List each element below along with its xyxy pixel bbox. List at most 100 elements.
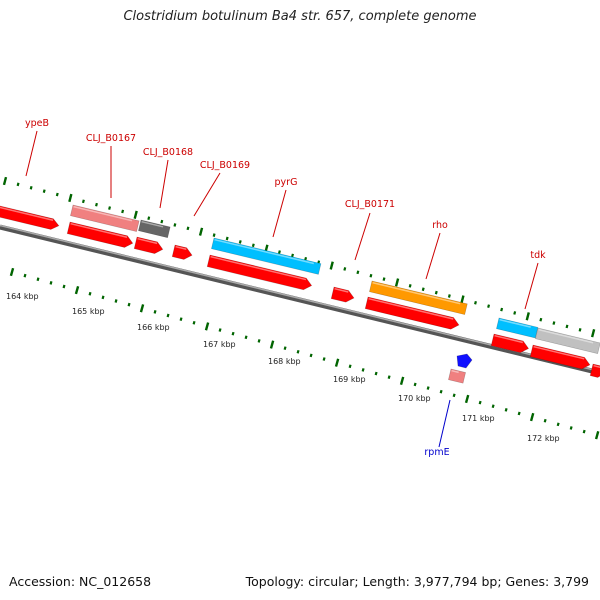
minor-tick xyxy=(369,273,373,278)
minor-tick xyxy=(114,299,118,303)
cds-arrow-2[interactable] xyxy=(133,236,164,255)
kbp-label: 172 kbp xyxy=(527,434,560,443)
minor-tick xyxy=(452,393,456,398)
minor-tick xyxy=(434,290,438,295)
cds-arrow-8[interactable] xyxy=(529,344,591,371)
minor-tick xyxy=(487,304,491,308)
gene-label-ypeb[interactable]: ypeB xyxy=(25,118,49,129)
minor-tick xyxy=(322,357,326,361)
minor-tick xyxy=(29,185,33,190)
gene-leader-line xyxy=(425,232,441,280)
major-tick xyxy=(525,312,530,321)
gene-label-clj_b0167[interactable]: CLJ_B0167 xyxy=(86,133,136,144)
minor-tick xyxy=(539,317,543,322)
minor-tick xyxy=(147,216,151,221)
minor-tick xyxy=(474,300,477,305)
minor-tick xyxy=(81,199,85,204)
minor-tick xyxy=(291,253,294,258)
minor-tick xyxy=(565,324,569,329)
genome-summary: Topology: circular; Length: 3,977,794 bp… xyxy=(245,574,589,589)
minor-tick xyxy=(49,281,53,285)
blue-gene-feature[interactable] xyxy=(456,353,473,369)
minor-tick xyxy=(382,277,386,281)
minor-tick xyxy=(127,302,131,307)
gene-light-gray-feature[interactable] xyxy=(535,327,600,354)
cds-arrow-9[interactable] xyxy=(589,363,600,379)
minor-tick xyxy=(491,404,495,409)
gene-leader-line xyxy=(524,262,539,310)
gene-leader-line xyxy=(193,172,221,217)
kbp-label: 170 kbp xyxy=(398,394,431,403)
gene-rho-feature[interactable] xyxy=(369,280,468,315)
kbp-label: 165 kbp xyxy=(72,307,105,316)
gene-label-clj_b0171[interactable]: CLJ_B0171 xyxy=(345,199,395,210)
major-tick xyxy=(464,394,470,404)
kbp-label: 166 kbp xyxy=(137,323,170,332)
minor-tick xyxy=(231,331,235,336)
minor-tick xyxy=(552,321,556,325)
minor-tick xyxy=(244,335,248,340)
major-tick xyxy=(594,431,600,440)
gene-rpmE-feature[interactable] xyxy=(448,368,466,384)
gene-pyrG-feature[interactable] xyxy=(211,237,322,275)
minor-tick xyxy=(374,371,378,376)
minor-tick xyxy=(343,267,347,271)
minor-tick xyxy=(421,287,425,292)
minor-tick xyxy=(88,291,92,296)
gene-ypeB-feature[interactable] xyxy=(0,204,60,231)
minor-tick xyxy=(42,189,46,193)
genome-backbone xyxy=(0,224,600,376)
gene-CLJ_B0167-feature[interactable] xyxy=(70,204,140,232)
cds-arrow-1[interactable] xyxy=(66,221,134,249)
gene-label-rho[interactable]: rho xyxy=(432,220,448,231)
major-tick xyxy=(529,412,535,422)
gene-leader-line xyxy=(354,212,371,261)
minor-tick xyxy=(296,349,300,354)
minor-tick xyxy=(387,375,391,380)
gene-label-pyrg[interactable]: pyrG xyxy=(275,177,298,188)
gene-label-clj_b0169[interactable]: CLJ_B0169 xyxy=(200,160,250,171)
minor-tick xyxy=(500,307,504,312)
kbp-label: 167 kbp xyxy=(203,340,236,349)
minor-tick xyxy=(361,368,365,372)
major-tick xyxy=(399,376,405,385)
minor-tick xyxy=(55,192,59,197)
minor-tick xyxy=(478,400,482,405)
kbp-label: 168 kbp xyxy=(268,357,301,366)
minor-tick xyxy=(23,273,27,278)
gene-label-rpme[interactable]: rpmE xyxy=(424,447,449,458)
gene-leader-line xyxy=(438,399,451,448)
gene-label-tdk[interactable]: tdk xyxy=(530,250,546,261)
lower-tick-track xyxy=(9,267,600,440)
minor-tick xyxy=(413,382,417,387)
major-tick xyxy=(460,295,465,304)
minor-tick xyxy=(95,202,98,207)
cds-arrow-7[interactable] xyxy=(490,333,530,354)
major-tick xyxy=(204,322,210,331)
cds-arrow-4[interactable] xyxy=(206,254,313,291)
cds-arrow-3[interactable] xyxy=(171,244,193,261)
cds-arrow-6[interactable] xyxy=(364,296,460,331)
gene-leader-line xyxy=(25,130,38,177)
minor-tick xyxy=(543,418,547,423)
upper-tick-track xyxy=(2,176,596,338)
minor-tick xyxy=(251,243,255,248)
major-tick xyxy=(329,261,334,270)
cds-arrow-5[interactable] xyxy=(330,286,355,304)
gene-CLJ_B0168-feature[interactable] xyxy=(138,219,171,239)
minor-tick xyxy=(408,284,412,288)
major-tick xyxy=(334,358,340,367)
kbp-label: 169 kbp xyxy=(333,375,366,384)
gene-leader-line xyxy=(159,159,169,209)
minor-tick xyxy=(277,250,281,254)
minor-tick xyxy=(504,407,508,412)
kbp-label: 171 kbp xyxy=(462,414,495,423)
minor-tick xyxy=(517,411,521,416)
minor-tick xyxy=(578,328,582,332)
gene-leader-line xyxy=(272,189,287,238)
gene-tdk-feature[interactable] xyxy=(496,317,539,339)
major-tick xyxy=(133,210,138,219)
gene-label-clj_b0168[interactable]: CLJ_B0168 xyxy=(143,147,193,158)
minor-tick xyxy=(16,182,20,187)
